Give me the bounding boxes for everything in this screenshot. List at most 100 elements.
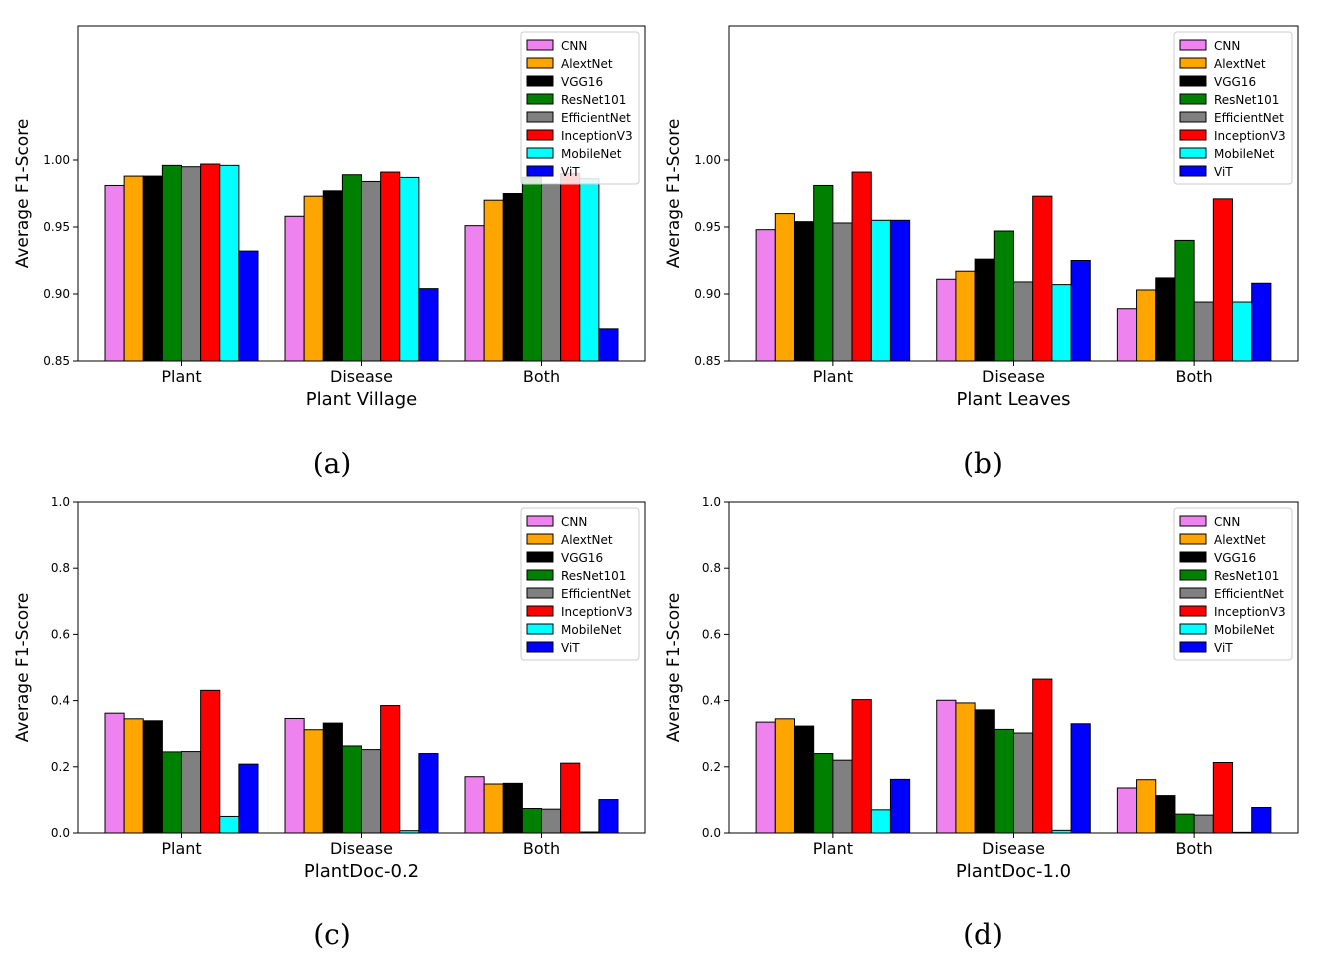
x-tick-label: Disease bbox=[330, 367, 393, 386]
y-tick-label: 0.2 bbox=[51, 760, 70, 774]
y-axis: 0.85 0.90 0.95 1.00 bbox=[694, 153, 729, 368]
legend-label-vit: ViT bbox=[561, 165, 580, 179]
bars bbox=[104, 689, 619, 834]
y-tick-label: 0.8 bbox=[702, 561, 721, 575]
legend-box bbox=[1173, 507, 1293, 661]
bar-alextnet-disease bbox=[955, 270, 976, 362]
y-tick-label: 0.0 bbox=[702, 826, 721, 840]
x-tick-label: Disease bbox=[330, 839, 393, 858]
legend-swatch-inceptionv3 bbox=[526, 605, 554, 617]
bar-vit-disease bbox=[1070, 260, 1091, 362]
legend-label-cnn: CNN bbox=[1214, 39, 1240, 53]
bar-inceptionv3-plant bbox=[851, 699, 872, 834]
bar-vgg16-plant bbox=[142, 175, 163, 362]
legend-swatch-vgg16 bbox=[1179, 75, 1207, 87]
bar-efficientnet-both bbox=[1193, 301, 1214, 362]
legend-swatch-alextnet bbox=[526, 533, 554, 545]
bar-inceptionv3-plant bbox=[200, 163, 221, 362]
y-tick-label: 0.6 bbox=[51, 627, 70, 641]
legend-label-mobilenet: MobileNet bbox=[1214, 147, 1275, 161]
legend-swatch-inceptionv3 bbox=[1179, 605, 1207, 617]
legend-label-resnet101: ResNet101 bbox=[1214, 93, 1279, 107]
x-tick-label: Both bbox=[523, 839, 560, 858]
legend-label-inceptionv3: InceptionV3 bbox=[561, 605, 633, 619]
bar-vgg16-both bbox=[1155, 795, 1176, 834]
bar-efficientnet-both bbox=[541, 808, 562, 834]
legend-label-efficientnet: EfficientNet bbox=[1214, 111, 1284, 125]
legend-swatch-inceptionv3 bbox=[526, 129, 554, 141]
y-tick-label: 0.95 bbox=[43, 220, 70, 234]
legend-swatch-efficientnet bbox=[1179, 587, 1207, 599]
bar-mobilenet-plant bbox=[870, 809, 891, 834]
legend-swatch-mobilenet bbox=[1179, 623, 1207, 635]
legend-label-alextnet: AlextNet bbox=[1214, 57, 1266, 71]
bar-resnet101-plant bbox=[161, 164, 183, 362]
bar-vgg16-disease bbox=[974, 258, 995, 362]
y-axis: 0.0 0.2 0.4 0.6 0.8 1.0 bbox=[51, 495, 78, 840]
legend-box bbox=[520, 507, 640, 661]
legend-label-resnet101: ResNet101 bbox=[561, 93, 626, 107]
y-axis: 0.0 0.2 0.4 0.6 0.8 1.0 bbox=[702, 495, 729, 840]
bar-vit-disease bbox=[418, 288, 439, 362]
bar-inceptionv3-both bbox=[1212, 762, 1234, 834]
bar-vgg16-both bbox=[502, 782, 523, 834]
legend-swatch-vgg16 bbox=[526, 551, 554, 563]
bar-inceptionv3-disease bbox=[1032, 195, 1053, 362]
bar-efficientnet-disease bbox=[1013, 732, 1034, 834]
bar-mobilenet-both bbox=[1232, 301, 1253, 362]
bar-alextnet-both bbox=[483, 199, 504, 362]
y-axis-title: Average F1-Score bbox=[664, 593, 684, 743]
legend-swatch-cnn bbox=[1179, 515, 1207, 527]
bar-efficientnet-plant bbox=[181, 166, 202, 362]
bar-cnn-disease bbox=[284, 215, 305, 362]
x-tick-label: Disease bbox=[982, 367, 1045, 386]
legend-label-vgg16: VGG16 bbox=[561, 75, 603, 89]
bar-alextnet-both bbox=[1136, 289, 1157, 362]
bar-cnn-plant bbox=[755, 229, 776, 362]
bar-efficientnet-both bbox=[1193, 814, 1214, 834]
legend-label-cnn: CNN bbox=[1214, 515, 1240, 529]
y-tick-label: 1.0 bbox=[702, 495, 721, 509]
bar-alextnet-disease bbox=[303, 195, 324, 362]
x-axis: Plant Disease Both bbox=[813, 361, 1213, 386]
bar-vgg16-both bbox=[1155, 277, 1176, 362]
legend: CNN AlextNet VGG16 ResNet101 EfficientNet Inc… bbox=[1173, 507, 1293, 661]
bar-resnet101-both bbox=[1174, 239, 1195, 362]
bar-resnet101-plant bbox=[813, 753, 834, 834]
bar-resnet101-disease bbox=[993, 728, 1014, 834]
legend-label-alextnet: AlextNet bbox=[1214, 533, 1266, 547]
bar-efficientnet-disease bbox=[361, 749, 382, 834]
bar-cnn-disease bbox=[284, 717, 305, 834]
legend-swatch-efficientnet bbox=[1179, 111, 1207, 123]
y-tick-label: 0.6 bbox=[702, 627, 721, 641]
bar-vit-disease bbox=[1070, 723, 1091, 834]
x-tick-label: Both bbox=[1176, 839, 1213, 858]
bar-mobilenet-both bbox=[579, 178, 600, 362]
subfigure-caption: (c) bbox=[313, 918, 351, 951]
x-tick-label: Plant bbox=[161, 839, 201, 858]
bar-inceptionv3-both bbox=[1212, 198, 1234, 362]
bar-vit-plant bbox=[889, 778, 911, 834]
bar-resnet101-disease bbox=[341, 745, 363, 834]
x-axis-title: PlantDoc-1.0 bbox=[956, 861, 1071, 882]
bar-resnet101-plant bbox=[813, 184, 834, 362]
bar-alextnet-plant bbox=[774, 213, 795, 362]
bar-inceptionv3-disease bbox=[380, 171, 401, 362]
bar-alextnet-plant bbox=[123, 718, 144, 834]
bar-inceptionv3-both bbox=[560, 762, 581, 834]
bar-cnn-plant bbox=[104, 184, 125, 362]
x-axis: Plant Disease Both bbox=[161, 833, 560, 858]
bar-efficientnet-both bbox=[541, 183, 562, 362]
bar-resnet101-both bbox=[521, 176, 543, 362]
bar-mobilenet-disease bbox=[1051, 284, 1072, 362]
bar-inceptionv3-disease bbox=[380, 705, 401, 834]
bar-alextnet-both bbox=[483, 783, 504, 834]
y-tick-label: 0.2 bbox=[702, 760, 721, 774]
legend-swatch-alextnet bbox=[526, 57, 554, 69]
bar-efficientnet-plant bbox=[181, 751, 202, 834]
bars bbox=[755, 678, 1272, 834]
x-axis: Plant Disease Both bbox=[161, 361, 560, 386]
bar-mobilenet-disease bbox=[399, 176, 420, 362]
legend-swatch-mobilenet bbox=[526, 623, 554, 635]
